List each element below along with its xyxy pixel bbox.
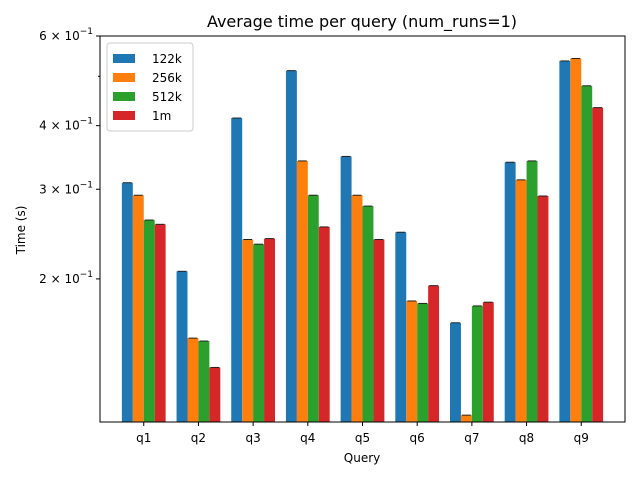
bar-q9-122k xyxy=(559,60,571,423)
bar-q1-256k xyxy=(132,195,144,422)
legend-label-512k: 512k xyxy=(152,90,182,104)
bar-q3-1m xyxy=(264,238,275,422)
bar-q6-256k xyxy=(406,300,418,422)
bar-q3-512k xyxy=(253,244,265,422)
x-tick-label-q6: q6 xyxy=(410,431,425,445)
x-tick-label-q8: q8 xyxy=(519,431,534,445)
x-tick-label-q3: q3 xyxy=(245,431,260,445)
bar-q2-122k xyxy=(176,271,188,422)
plot-frame xyxy=(99,35,626,423)
legend-box xyxy=(106,42,194,132)
y-axis-label: Time (s) xyxy=(14,206,28,256)
legend-swatch-512k xyxy=(113,92,135,101)
x-tick-label-q1: q1 xyxy=(136,431,151,445)
y-tick-label-3: 3 × 10−1 xyxy=(39,180,93,196)
bar-q9-1m xyxy=(592,107,604,423)
bar-q9-256k xyxy=(570,58,582,422)
bar-q7-122k xyxy=(450,322,461,422)
legend-label-122k: 122k xyxy=(152,52,182,66)
bar-q2-512k xyxy=(198,341,210,422)
chart-title: Average time per query (num_runs=1) xyxy=(207,12,517,32)
x-tick-label-q7: q7 xyxy=(464,431,479,445)
y-tick-label-2: 2 × 10−1 xyxy=(39,270,93,286)
bar-q4-256k xyxy=(296,160,308,423)
bar-q6-122k xyxy=(395,232,407,422)
bar-q5-512k xyxy=(362,206,374,422)
bar-q1-1m xyxy=(154,224,166,422)
x-tick-label-q4: q4 xyxy=(300,431,315,445)
bar-q4-1m xyxy=(318,226,330,422)
legend-swatch-256k xyxy=(113,73,135,82)
bar-q2-1m xyxy=(209,367,221,422)
x-axis: q1 q2 q3 q4 q5 q6 q7 q8 q9 xyxy=(136,422,589,445)
y-tick-label-4: 4 × 10−1 xyxy=(39,117,93,133)
bar-q8-1m xyxy=(537,195,549,422)
bar-q3-256k xyxy=(242,239,254,422)
y-tick-label-6: 6 × 10−1 xyxy=(39,27,93,43)
bar-q4-122k xyxy=(285,70,297,423)
legend: 122k 256k 512k 1m xyxy=(106,42,194,132)
legend-label-1m: 1m xyxy=(152,109,171,123)
bar-q5-256k xyxy=(351,195,363,422)
legend-swatch-1m xyxy=(113,111,135,120)
bar-q5-122k xyxy=(340,156,352,422)
x-axis-label: Query xyxy=(344,451,380,465)
x-tick-label-q5: q5 xyxy=(355,431,370,445)
bar-q8-256k xyxy=(515,179,527,422)
bar-q5-1m xyxy=(373,239,385,422)
bar-q3-122k xyxy=(231,118,243,423)
bar-q2-256k xyxy=(187,338,199,422)
bar-q1-512k xyxy=(143,220,155,422)
bar-q9-512k xyxy=(581,85,593,423)
legend-label-256k: 256k xyxy=(152,71,182,85)
bar-q8-122k xyxy=(504,162,516,422)
bar-q7-1m xyxy=(482,302,494,422)
bar-q1-122k xyxy=(121,182,133,422)
x-tick-label-q9: q9 xyxy=(574,431,589,445)
bars-group xyxy=(121,57,604,423)
bar-q6-1m xyxy=(428,285,440,422)
legend-swatch-122k xyxy=(113,54,135,63)
x-tick-label-q2: q2 xyxy=(191,431,206,445)
bar-q4-512k xyxy=(307,195,319,422)
bar-q7-512k xyxy=(471,305,483,422)
bar-q7-256k xyxy=(460,415,472,422)
bar-q6-512k xyxy=(417,303,429,422)
bar-q8-512k xyxy=(526,160,538,423)
y-axis: 2 × 10−1 3 × 10−1 4 × 10−1 6 × 10−1 xyxy=(39,27,100,286)
